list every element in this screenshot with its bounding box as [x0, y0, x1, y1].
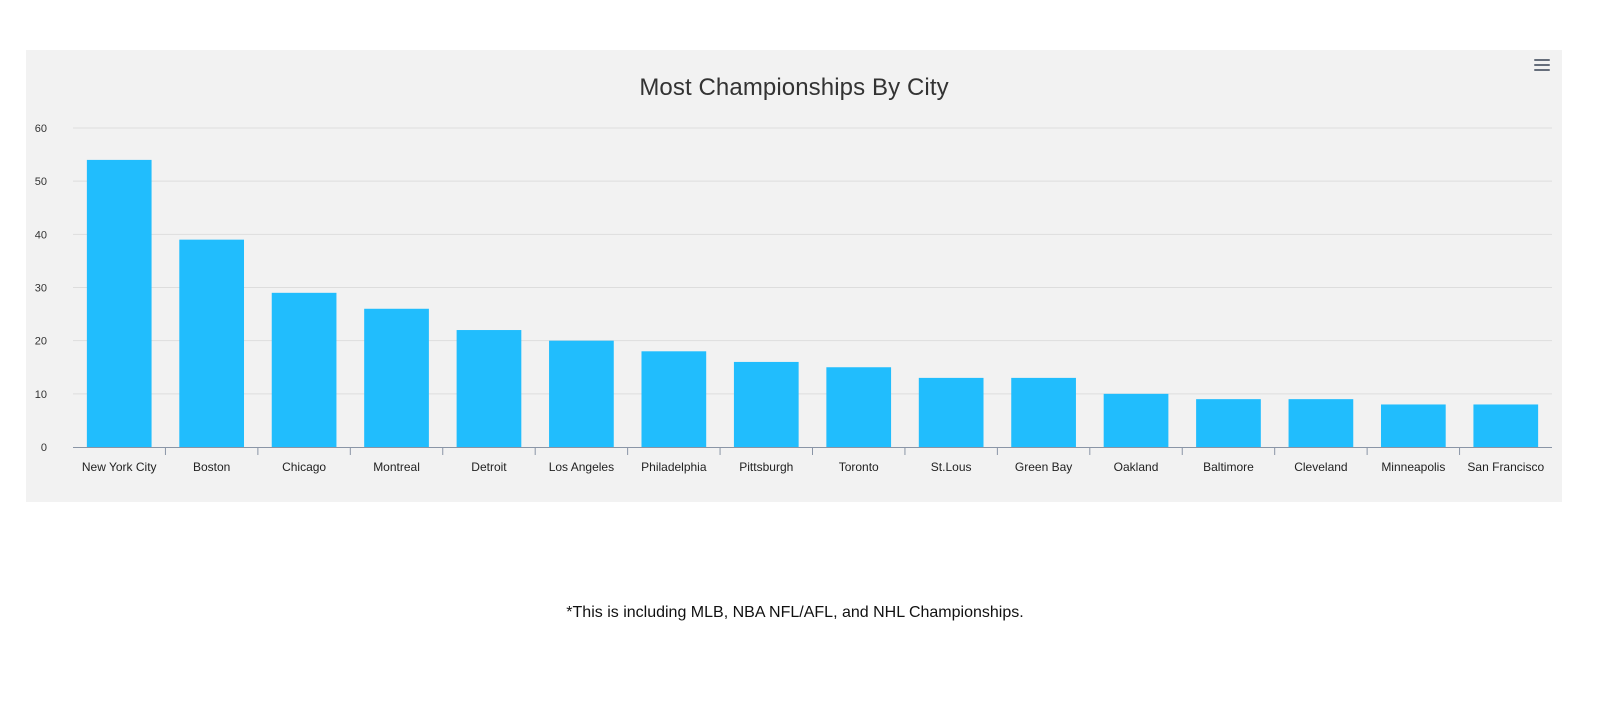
y-tick-label: 40 — [35, 229, 47, 241]
chart-menu-button[interactable] — [1531, 56, 1553, 74]
bar — [1380, 404, 1446, 447]
chart-panel: 0 10 20 30 40 50 60 New York City Boston Chicago M… — [26, 50, 1562, 502]
y-tick-label: 30 — [35, 283, 47, 295]
x-category-label: Cleveland — [1294, 460, 1347, 474]
bar — [1103, 393, 1169, 447]
bar — [271, 292, 337, 447]
x-category-label: Toronto — [839, 460, 879, 474]
x-category-label: New York City — [82, 460, 157, 474]
bar — [179, 239, 245, 447]
x-category-label: Montreal — [373, 460, 420, 474]
bar — [918, 377, 984, 447]
bar — [86, 159, 152, 447]
y-tick-label: 20 — [35, 336, 47, 348]
chart-title: Most Championships By City — [639, 74, 949, 101]
y-tick-label: 60 — [35, 123, 47, 135]
bar — [733, 361, 799, 447]
x-category-label: Baltimore — [1203, 460, 1254, 474]
hamburger-menu-icon — [1534, 59, 1550, 61]
x-category-label: Oakland — [1114, 460, 1159, 474]
x-category-label: Philadelphia — [641, 460, 707, 474]
hamburger-menu-icon-line — [1534, 64, 1550, 66]
y-tick-label: 0 — [41, 442, 47, 454]
bar — [549, 340, 614, 447]
x-category-label: Detroit — [471, 460, 507, 474]
x-category-label: Pittsburgh — [739, 460, 793, 474]
bar — [1011, 377, 1076, 447]
bar-chart: 0 10 20 30 40 50 60 New York City Boston Chicago M… — [35, 123, 1552, 474]
y-tick-label: 50 — [35, 176, 47, 188]
bar — [1196, 399, 1261, 447]
x-category-label: Boston — [193, 460, 230, 474]
bar — [1288, 399, 1354, 447]
bar — [826, 367, 892, 447]
x-category-label: St.Lous — [931, 460, 972, 474]
x-category-label: Green Bay — [1015, 460, 1072, 474]
bar — [364, 308, 429, 447]
x-category-label: Chicago — [282, 460, 326, 474]
x-category-label: Los Angeles — [549, 460, 614, 474]
y-tick-label: 10 — [35, 389, 47, 401]
bar — [1473, 404, 1539, 447]
x-category-label: Minneapolis — [1381, 460, 1445, 474]
hamburger-menu-icon-line — [1534, 69, 1550, 71]
bar — [456, 330, 522, 447]
bar — [641, 351, 707, 447]
footnote: *This is including MLB, NBA NFL/AFL, and… — [566, 604, 1024, 621]
x-category-label: San Francisco — [1467, 460, 1544, 474]
